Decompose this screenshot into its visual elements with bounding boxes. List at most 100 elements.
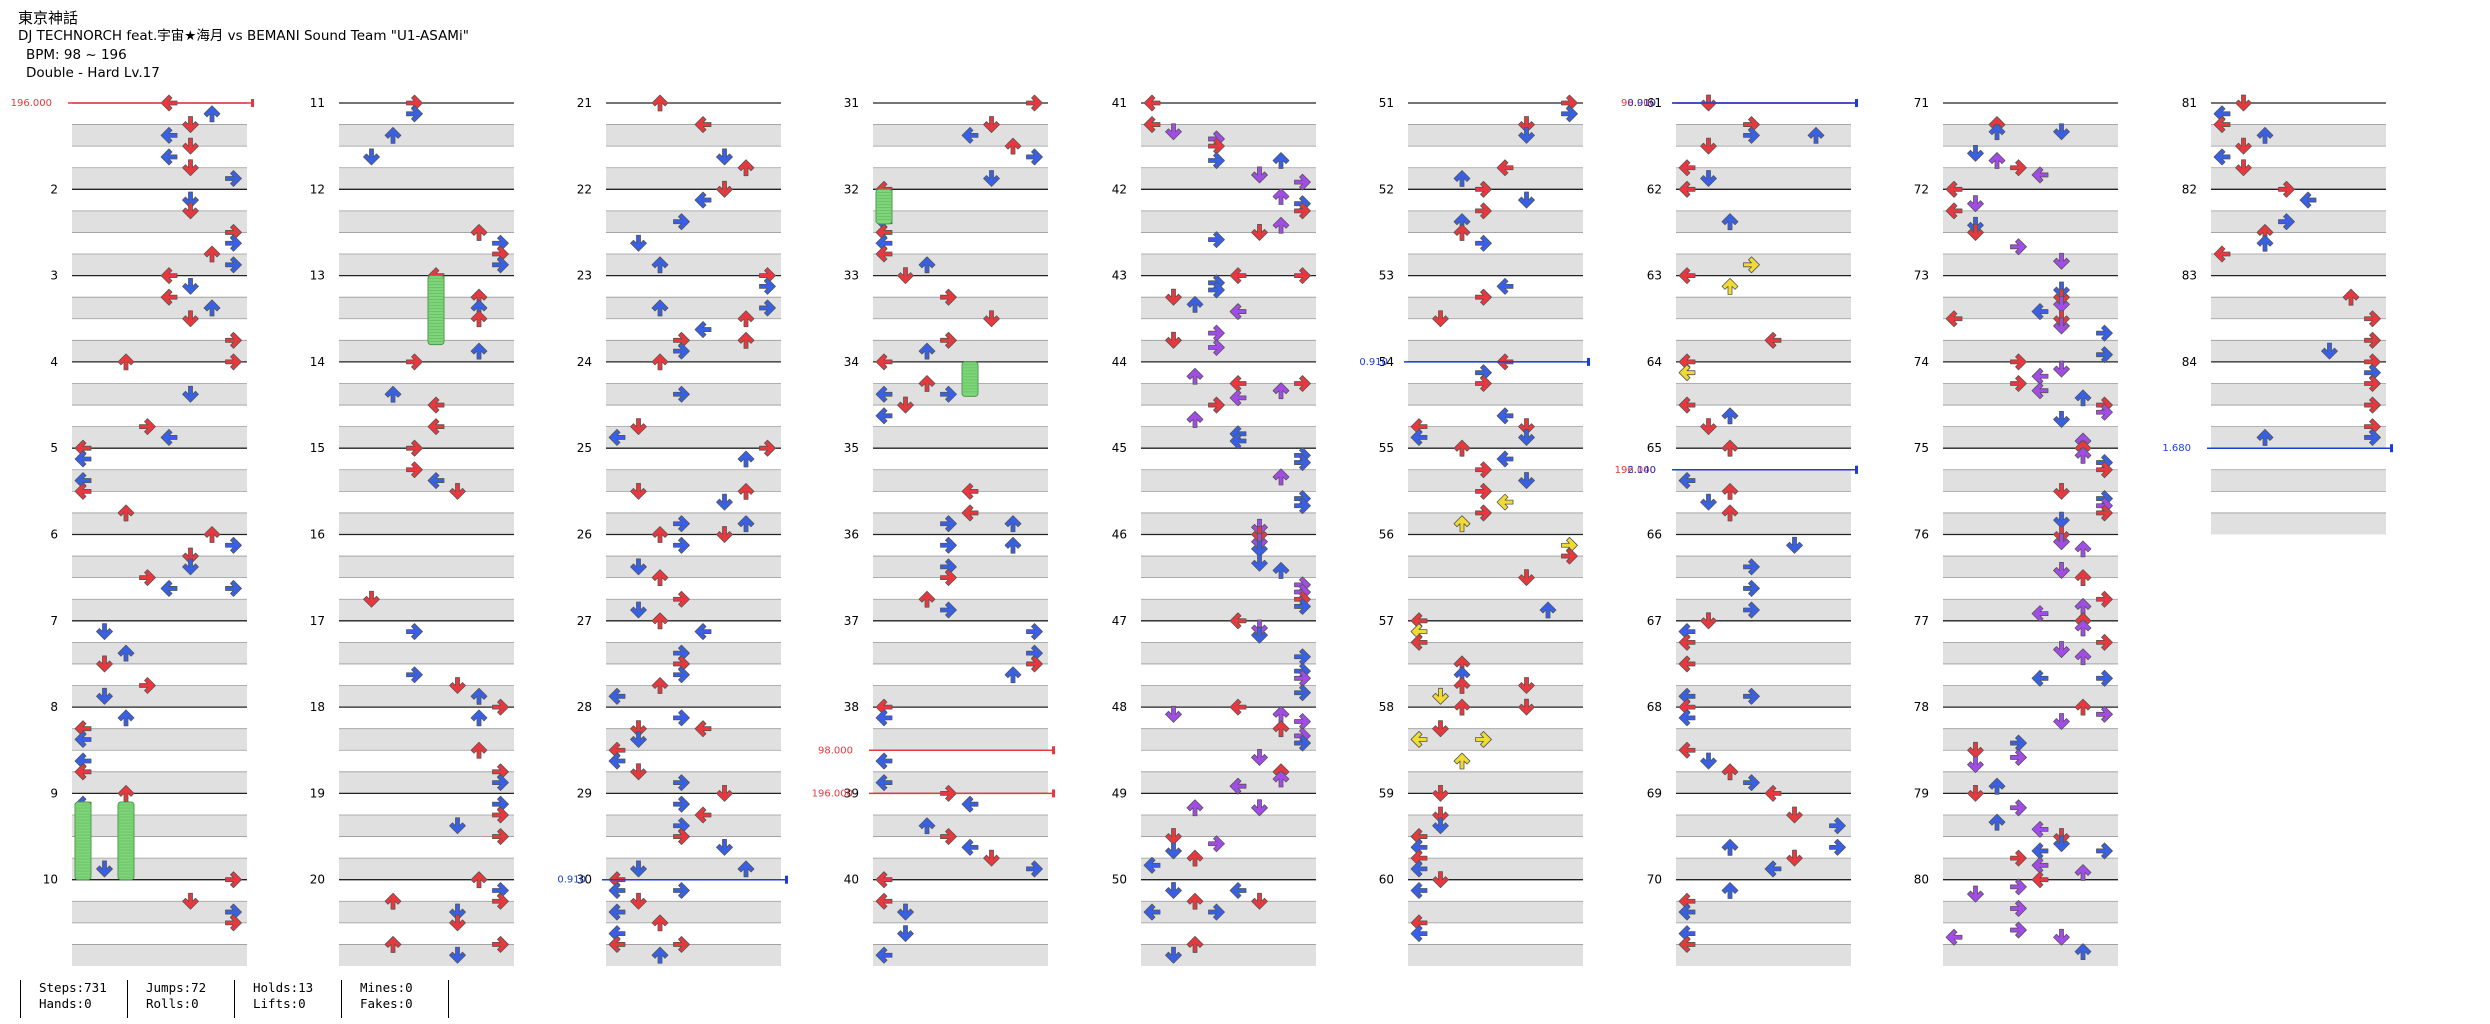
beat-stripe	[339, 642, 514, 664]
scroll-change-tick	[2390, 444, 2393, 453]
step-arrow	[2096, 461, 2113, 479]
step-arrow	[1678, 472, 1696, 489]
step-arrow	[759, 439, 776, 457]
chart-column-7	[1676, 102, 1851, 966]
step-arrow	[651, 94, 669, 112]
freeze-arrow	[961, 361, 979, 397]
step-arrow	[673, 882, 690, 899]
step-arrow	[1475, 234, 1492, 252]
step-arrow	[694, 116, 712, 133]
step-arrow	[1561, 105, 1578, 123]
step-arrow	[961, 482, 979, 500]
beat-stripe	[1676, 599, 1851, 621]
step-arrow	[1272, 468, 1290, 486]
step-arrow	[630, 860, 647, 878]
beat-stripe	[72, 728, 247, 751]
beat-stripe	[1408, 512, 1583, 535]
step-arrow	[1764, 331, 1782, 349]
step-arrow	[961, 838, 979, 856]
beat-stripe	[1141, 599, 1316, 621]
step-arrow	[608, 903, 626, 921]
step-arrow	[117, 644, 135, 662]
beat-stripe	[2211, 210, 2386, 233]
beat-stripe	[1676, 210, 1851, 233]
step-arrow	[2096, 705, 2113, 723]
step-arrow	[406, 623, 423, 640]
step-arrow	[1294, 713, 1311, 730]
scroll-change-tick	[785, 875, 788, 884]
step-arrow	[96, 860, 113, 878]
step-arrow	[1294, 648, 1311, 666]
step-arrow	[203, 245, 221, 263]
step-arrow	[1700, 752, 1717, 770]
bpm-change-label: 196.000	[11, 98, 52, 109]
beat-stripe	[339, 685, 514, 708]
step-arrow	[918, 256, 936, 274]
step-arrow	[1294, 598, 1311, 615]
step-arrow	[2096, 504, 2113, 522]
beat-stripe	[1676, 167, 1851, 190]
step-arrow	[1229, 612, 1247, 630]
step-arrow	[1294, 454, 1311, 471]
step-arrow	[983, 170, 1000, 187]
beat-stripe	[1676, 642, 1851, 664]
beat-stripe	[2211, 512, 2386, 535]
step-arrow	[1967, 785, 1984, 802]
step-arrow	[940, 515, 957, 533]
step-arrow	[737, 860, 755, 878]
step-arrow	[1475, 731, 1492, 748]
step-arrow	[2342, 288, 2360, 306]
measure-number: 36	[844, 528, 859, 542]
step-arrow	[1988, 152, 2006, 169]
step-arrow	[96, 687, 113, 705]
beat-stripe	[1408, 469, 1583, 492]
beat-stripe	[1141, 728, 1316, 751]
step-arrow	[384, 892, 402, 910]
beat-stripe	[606, 469, 781, 492]
step-arrow	[940, 536, 957, 554]
measure-number: 82	[2182, 182, 2197, 196]
measure-number: 38	[844, 700, 859, 714]
scroll-change-tick	[1855, 465, 1858, 474]
step-arrow	[1743, 558, 1760, 576]
step-arrow	[1186, 799, 1204, 817]
step-arrow	[1186, 892, 1204, 910]
step-arrow	[384, 936, 402, 953]
step-arrow	[1251, 626, 1268, 644]
beat-stripe	[873, 642, 1048, 664]
measure-number: 23	[577, 269, 592, 283]
step-arrow	[651, 569, 669, 587]
beat-stripe	[72, 469, 247, 492]
step-arrow	[225, 914, 242, 932]
beat-stripe	[339, 383, 514, 406]
step-arrow	[875, 946, 893, 964]
measure-number: 30	[577, 873, 592, 887]
step-arrow	[2031, 605, 2049, 623]
step-arrow	[1743, 601, 1760, 619]
step-arrow	[940, 385, 957, 403]
step-arrow	[2053, 928, 2070, 946]
measure-number: 41	[1112, 96, 1127, 110]
beat-stripe	[1408, 556, 1583, 578]
beat-stripe	[873, 901, 1048, 923]
beat-stripe	[873, 556, 1048, 578]
step-arrow	[1786, 849, 1803, 867]
step-arrow	[1410, 860, 1428, 878]
measure-number: 17	[310, 614, 325, 628]
measure-number: 13	[310, 269, 325, 283]
beat-stripe	[1676, 124, 1851, 147]
measure-number: 37	[844, 614, 859, 628]
step-arrow	[117, 785, 135, 802]
step-arrow	[875, 752, 893, 770]
step-arrow	[2074, 446, 2092, 464]
beat-stripe	[1943, 210, 2118, 233]
step-arrow	[875, 892, 893, 910]
step-arrow	[449, 677, 466, 694]
step-arrow	[1678, 936, 1696, 953]
beat-stripe	[1943, 469, 2118, 492]
step-arrow	[1518, 126, 1535, 144]
step-arrow	[182, 385, 199, 403]
beat-stripe	[606, 124, 781, 147]
step-arrow	[2074, 540, 2092, 558]
measure-number: 64	[1647, 355, 1662, 369]
